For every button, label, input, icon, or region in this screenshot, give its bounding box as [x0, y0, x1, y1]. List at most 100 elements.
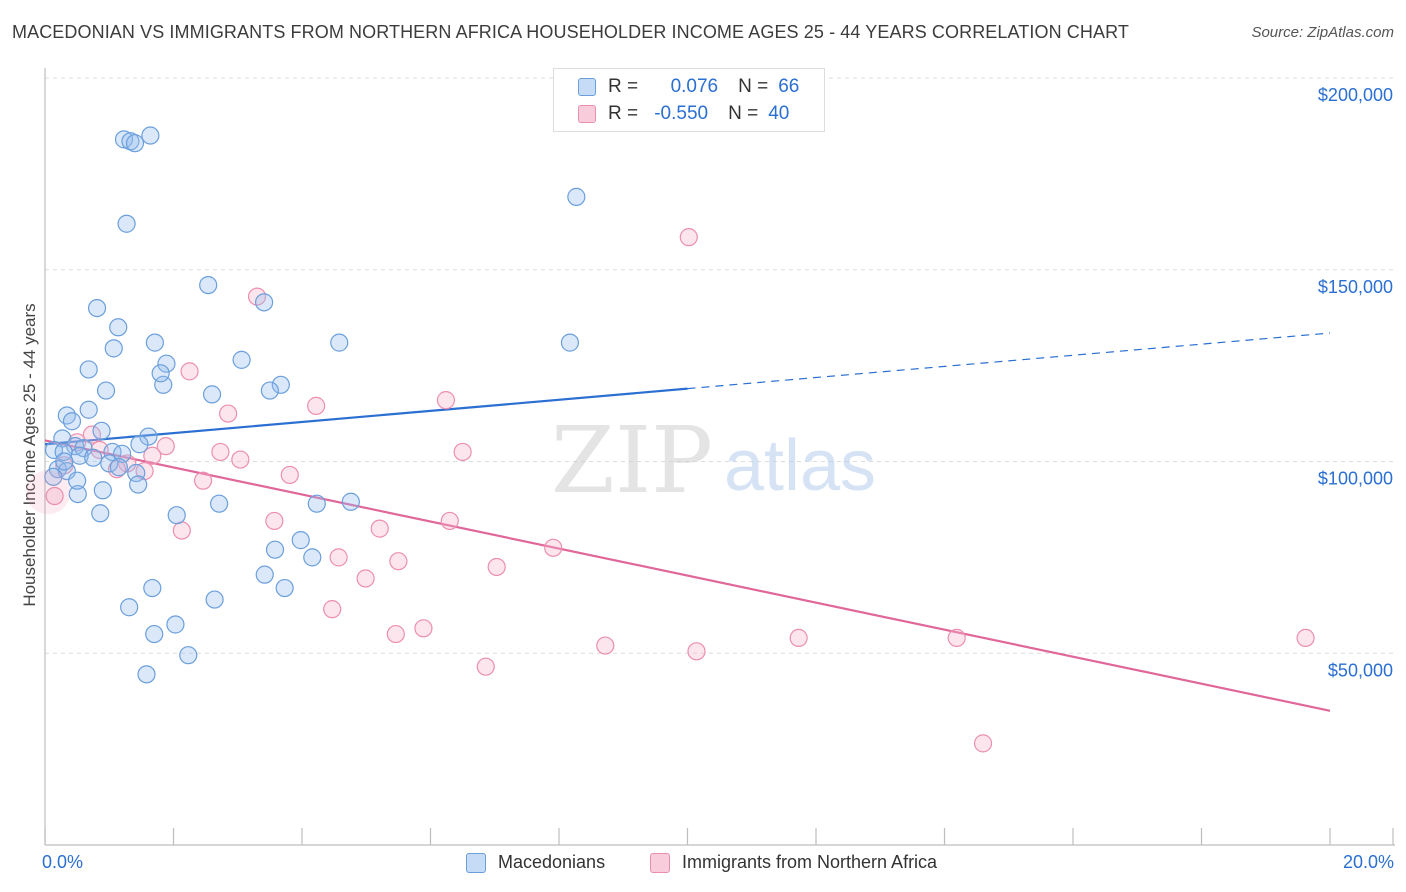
point-immigrants: [973, 734, 993, 753]
point-macedonians: [100, 454, 119, 473]
r-value: 0.076: [670, 76, 719, 97]
point-macedonians: [112, 444, 132, 463]
r-label: R =: [608, 103, 639, 124]
point-macedonians: [145, 624, 164, 644]
blue-swatch-icon: [578, 78, 596, 96]
point-macedonians: [79, 360, 98, 379]
source-label: Source: ZipAtlas.com: [1251, 24, 1394, 41]
point-macedonians: [125, 134, 145, 153]
point-immigrants: [329, 548, 348, 567]
legend-item-macedonians: Macedonians: [466, 852, 605, 873]
point-macedonians: [145, 333, 164, 352]
point-immigrants: [82, 425, 102, 444]
point-immigrants: [476, 657, 495, 676]
y-tick-label: $200,000: [1318, 85, 1393, 105]
point-macedonians: [307, 494, 326, 513]
point-immigrants: [414, 619, 433, 638]
point-macedonians: [154, 375, 173, 394]
point-immigrants: [453, 442, 472, 462]
pink-swatch-icon: [578, 105, 596, 123]
point-macedonians: [151, 364, 170, 383]
point-immigrants: [231, 450, 250, 469]
y-tick-labels: $50,000 $100,000 $150,000 $200,000: [1318, 85, 1393, 680]
point-macedonians: [120, 598, 139, 617]
watermark: ZIP atlas: [551, 407, 876, 514]
point-immigrants: [219, 404, 238, 423]
point-immigrants: [370, 519, 389, 538]
point-macedonians: [127, 463, 146, 483]
point-macedonians: [341, 492, 360, 511]
r-value: -0.550: [654, 103, 709, 124]
point-immigrants: [172, 521, 191, 540]
point-macedonians: [92, 421, 111, 440]
point-macedonians: [166, 615, 185, 634]
blue-swatch-icon: [466, 852, 486, 873]
point-macedonians: [93, 481, 112, 500]
pink-swatch-icon: [650, 852, 670, 873]
point-immigrants: [1296, 628, 1315, 648]
point-immigrants: [679, 228, 698, 247]
x-tick-right: 20.0%: [1342, 852, 1394, 872]
point-macedonians: [330, 333, 349, 352]
point-macedonians: [44, 467, 63, 486]
point-immigrants: [356, 569, 375, 588]
point-immigrants: [947, 628, 966, 648]
r-label: R =: [608, 76, 639, 97]
point-immigrants: [211, 442, 230, 462]
point-macedonians: [104, 339, 123, 358]
n-label: N =: [728, 103, 759, 124]
point-immigrants: [156, 437, 175, 456]
point-macedonians: [567, 187, 586, 206]
point-immigrants: [487, 557, 506, 577]
point-immigrants: [193, 471, 213, 490]
point-macedonians: [68, 471, 87, 490]
point-macedonians: [303, 548, 322, 567]
y-tick-label: $100,000: [1318, 469, 1393, 489]
point-immigrants: [143, 446, 162, 465]
point-immigrants: [687, 642, 706, 661]
point-macedonians: [62, 412, 82, 431]
cluster-marker: [26, 470, 71, 515]
y-tick-label: $50,000: [1328, 660, 1393, 680]
n-label: N =: [738, 76, 769, 97]
point-macedonians: [109, 318, 128, 337]
point-macedonians: [96, 381, 116, 400]
point-macedonians: [57, 406, 76, 425]
axes: [44, 68, 1395, 846]
point-macedonians: [114, 130, 134, 149]
point-macedonians: [157, 354, 176, 373]
point-macedonians: [141, 126, 160, 145]
point-macedonians: [84, 448, 103, 467]
point-macedonians: [271, 375, 290, 394]
point-immigrants: [280, 465, 299, 485]
point-macedonians: [117, 214, 136, 233]
point-macedonians: [291, 531, 310, 550]
point-immigrants: [789, 628, 808, 648]
point-macedonians: [265, 540, 285, 559]
data-points: [26, 126, 1315, 753]
n-value: 66: [778, 76, 800, 97]
point-macedonians: [275, 578, 294, 598]
watermark-atlas: atlas: [724, 426, 876, 506]
x-tick-left: 0.0%: [42, 852, 84, 872]
point-immigrants: [596, 636, 615, 655]
point-macedonians: [109, 458, 128, 477]
legend-item-immigrants: Immigrants from Northern Africa: [650, 852, 937, 873]
point-immigrants: [436, 391, 456, 410]
point-macedonians: [205, 590, 224, 609]
legend-row-immigrants: R = -0.550 N = 40: [578, 101, 789, 127]
point-macedonians: [199, 275, 218, 295]
point-immigrants: [323, 600, 342, 619]
point-macedonians: [202, 385, 222, 404]
point-macedonians: [179, 646, 198, 665]
point-immigrants: [386, 624, 405, 644]
point-macedonians: [87, 299, 107, 318]
point-macedonians: [129, 475, 148, 494]
legend-row-macedonians: R = 0.076 N = 66: [578, 74, 799, 100]
point-immigrants: [544, 538, 563, 557]
point-macedonians: [560, 333, 580, 352]
correlation-legend: R = 0.076 N = 66 R = -0.550 N = 40: [553, 68, 825, 132]
point-macedonians: [255, 565, 274, 584]
point-macedonians: [210, 494, 229, 513]
